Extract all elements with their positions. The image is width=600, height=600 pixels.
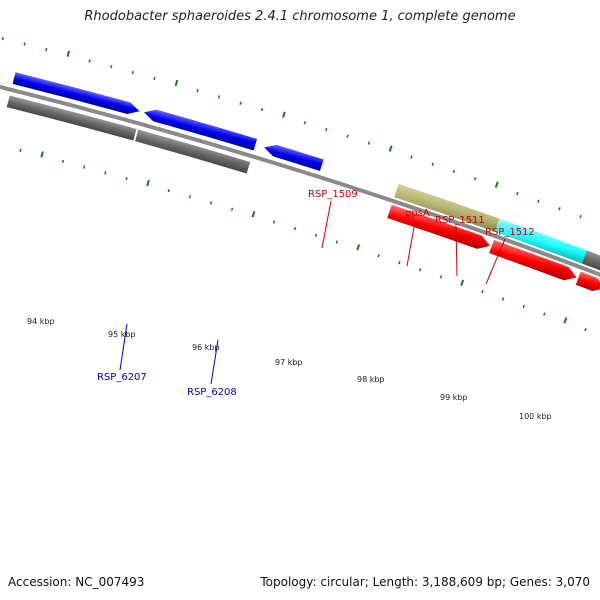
minor-tick bbox=[543, 312, 546, 316]
gene-label-rsp-6207: RSP_6207 bbox=[97, 372, 147, 383]
minor-tick bbox=[125, 177, 128, 181]
forward-cds bbox=[575, 271, 600, 291]
gene-label-rsp-1512: RSP_1512 bbox=[485, 227, 535, 238]
gene-gpsa bbox=[494, 218, 587, 264]
leader-line bbox=[210, 339, 219, 385]
gene bbox=[135, 129, 251, 174]
scale-label: 98 kbp bbox=[357, 375, 385, 384]
outer-scale-ticks bbox=[0, 37, 587, 332]
gene-label-gpsa: gpsA bbox=[405, 208, 430, 219]
minor-tick bbox=[452, 169, 456, 174]
minor-tick bbox=[293, 226, 297, 231]
leader-line bbox=[406, 221, 416, 267]
minor-tick bbox=[45, 47, 48, 52]
major-tick bbox=[282, 111, 286, 118]
minor-tick bbox=[217, 95, 221, 99]
major-tick bbox=[388, 145, 393, 152]
minor-tick bbox=[209, 201, 213, 205]
minor-tick bbox=[188, 195, 192, 199]
gene-label-rsp-6208: RSP_6208 bbox=[187, 387, 237, 398]
minor-tick bbox=[522, 304, 525, 309]
reverse-cds bbox=[12, 72, 140, 115]
minor-tick bbox=[83, 165, 86, 169]
minor-tick bbox=[398, 261, 401, 265]
gene bbox=[6, 95, 137, 141]
reverse-cds bbox=[264, 144, 324, 171]
minor-tick bbox=[196, 89, 199, 93]
minor-tick bbox=[439, 275, 443, 279]
gene-rsp-1511 bbox=[581, 250, 600, 274]
major-tick bbox=[494, 181, 499, 188]
minor-tick bbox=[19, 148, 22, 152]
scale-label: 94 kbp bbox=[27, 317, 55, 326]
minor-tick bbox=[167, 188, 170, 193]
major-tick bbox=[356, 244, 361, 251]
minor-tick bbox=[153, 76, 156, 81]
forward-cds bbox=[387, 204, 490, 249]
genome-summary-text: Topology: circular; Length: 3,188,609 bp… bbox=[260, 575, 590, 589]
minor-tick bbox=[558, 207, 561, 211]
gene-rsp-1509 bbox=[394, 183, 500, 232]
minor-tick bbox=[239, 101, 242, 105]
minor-tick bbox=[314, 233, 318, 237]
minor-tick bbox=[131, 70, 134, 75]
minor-tick bbox=[501, 297, 505, 301]
gene-label-rsp-1511: RSP_1511 bbox=[435, 215, 485, 226]
minor-tick bbox=[537, 199, 540, 203]
minor-tick bbox=[61, 159, 65, 164]
major-tick bbox=[174, 79, 179, 87]
minor-tick bbox=[377, 254, 380, 258]
minor-tick bbox=[418, 268, 422, 272]
minor-tick bbox=[473, 177, 477, 181]
minor-tick bbox=[579, 214, 582, 219]
minor-tick bbox=[303, 121, 307, 125]
major-tick bbox=[66, 50, 71, 57]
minor-tick bbox=[335, 240, 339, 244]
gene-label-rsp-1509: RSP_1509 bbox=[308, 189, 358, 200]
scale-label: 100 kbp bbox=[519, 412, 552, 421]
scale-label: 95 kbp bbox=[108, 330, 136, 339]
scale-label: 96 kbp bbox=[192, 343, 220, 352]
minor-tick bbox=[325, 127, 328, 132]
gene-labels: RSP_1509 gpsA RSP_1511 RSP_1512 RSP_6207… bbox=[97, 189, 535, 398]
minor-tick bbox=[230, 207, 234, 211]
accession-text: Accession: NC_007493 bbox=[8, 575, 145, 589]
minor-tick bbox=[110, 65, 113, 69]
minor-tick bbox=[23, 42, 26, 46]
forward-cds bbox=[489, 239, 577, 281]
label-leaders bbox=[119, 200, 506, 385]
genome-backbone bbox=[0, 76, 600, 339]
minor-tick bbox=[1, 37, 4, 41]
scale-label: 99 kbp bbox=[440, 393, 468, 402]
map-title: Rhodobacter sphaeroides 2.4.1 chromosome… bbox=[84, 9, 516, 24]
minor-tick bbox=[367, 141, 371, 145]
major-tick bbox=[460, 279, 465, 286]
major-tick bbox=[40, 151, 44, 158]
scale-label: 97 kbp bbox=[275, 358, 303, 367]
major-tick bbox=[146, 180, 150, 187]
leader-line bbox=[119, 323, 128, 371]
minor-tick bbox=[481, 289, 484, 294]
minor-tick bbox=[104, 171, 107, 175]
minor-tick bbox=[260, 108, 264, 112]
minor-tick bbox=[516, 191, 519, 196]
major-tick bbox=[251, 211, 256, 218]
minor-tick bbox=[272, 220, 276, 224]
minor-tick bbox=[346, 134, 349, 138]
minor-tick bbox=[410, 155, 413, 159]
reverse-cds bbox=[144, 109, 258, 151]
leader-line bbox=[485, 238, 506, 285]
minor-tick bbox=[431, 162, 434, 166]
leader-line bbox=[455, 225, 458, 277]
minor-tick bbox=[88, 59, 91, 63]
scale-labels: 94 kbp 95 kbp 96 kbp 97 kbp 98 kbp 99 kb… bbox=[27, 317, 552, 421]
major-tick bbox=[563, 317, 568, 324]
leader-line bbox=[321, 200, 332, 249]
minor-tick bbox=[584, 327, 587, 332]
